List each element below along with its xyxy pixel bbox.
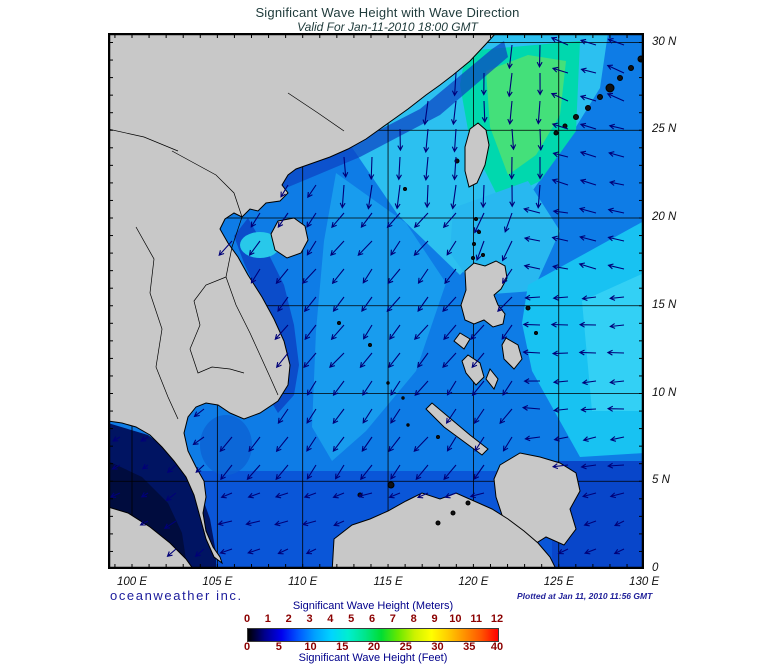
meters-tick-7: 7 bbox=[389, 613, 396, 625]
lon-label-105: 105 E bbox=[202, 576, 233, 588]
lat-label-20: 20 N bbox=[652, 211, 677, 223]
oceanweather-logo-text: oceanweather inc. bbox=[110, 588, 243, 603]
lon-label-110: 110 E bbox=[288, 576, 318, 588]
feet-tick-0: 0 bbox=[243, 641, 251, 653]
lon-label-100: 100 E bbox=[116, 576, 148, 588]
feet-tick-30: 30 bbox=[431, 641, 444, 653]
lat-label-30: 30 N bbox=[652, 35, 677, 48]
meters-tick-8: 8 bbox=[410, 613, 417, 625]
plotted-timestamp: Plotted at Jan 11, 2010 11:56 GMT bbox=[517, 591, 653, 601]
lat-label-15: 15 N bbox=[652, 298, 677, 311]
meters-tick-0: 0 bbox=[243, 613, 251, 625]
meters-tick-10: 10 bbox=[449, 613, 462, 625]
lon-label-130: 130 E bbox=[629, 576, 660, 588]
feet-tick-15: 15 bbox=[336, 641, 349, 653]
lon-label-115: 115 E bbox=[373, 576, 403, 588]
lon-label-125: 125 E bbox=[543, 576, 574, 588]
page-title: Significant Wave Height with Wave Direct… bbox=[255, 5, 520, 20]
meters-tick-1: 1 bbox=[264, 613, 271, 625]
feet-tick-10: 10 bbox=[304, 641, 317, 653]
lat-label-0: 0 bbox=[652, 562, 659, 574]
lat-label-25: 25 N bbox=[652, 123, 677, 136]
meters-tick-2: 2 bbox=[285, 613, 292, 625]
feet-tick-5: 5 bbox=[275, 641, 282, 653]
map-svg bbox=[108, 33, 644, 569]
meters-tick-4: 4 bbox=[327, 613, 334, 625]
feet-tick-25: 25 bbox=[399, 641, 412, 653]
colorbar-gradient bbox=[247, 628, 499, 642]
valid-time-subtitle: Valid For Jan-11-2010 18:00 GMT bbox=[297, 20, 478, 34]
lat-label-5: 5 N bbox=[652, 474, 670, 487]
lat-label-10: 10 N bbox=[652, 386, 677, 399]
meters-tick-3: 3 bbox=[306, 613, 313, 625]
colorbar-title-meters: Significant Wave Height (Meters) bbox=[292, 600, 454, 612]
feet-tick-20: 20 bbox=[367, 641, 381, 653]
meters-tick-12: 12 bbox=[490, 613, 504, 625]
meters-tick-11: 11 bbox=[470, 613, 482, 625]
feet-tick-40: 40 bbox=[490, 641, 504, 653]
lon-label-120: 120 E bbox=[458, 576, 489, 588]
map-canvas bbox=[108, 33, 644, 569]
meters-tick-6: 6 bbox=[368, 613, 376, 625]
meters-tick-5: 5 bbox=[348, 613, 355, 625]
meters-tick-9: 9 bbox=[431, 613, 438, 625]
feet-tick-35: 35 bbox=[463, 641, 476, 653]
colorbar-title-feet: Significant Wave Height (Feet) bbox=[298, 652, 448, 664]
